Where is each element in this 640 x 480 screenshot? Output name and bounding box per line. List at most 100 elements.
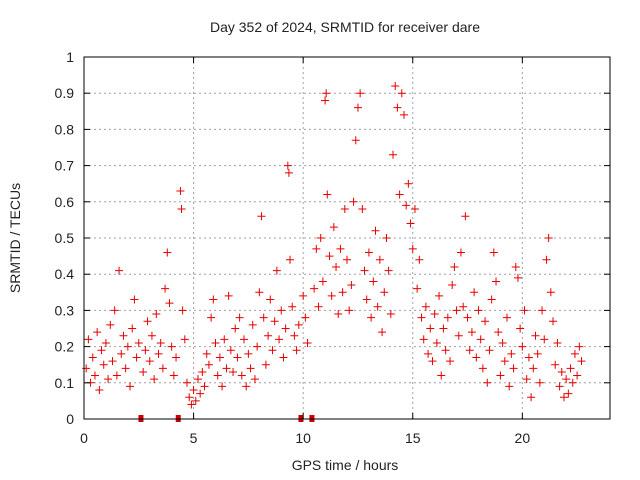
data-point	[178, 306, 187, 315]
data-point	[443, 313, 452, 322]
data-point	[130, 295, 139, 304]
grid	[84, 57, 610, 419]
data-point	[340, 205, 349, 214]
y-tick-label: 0.9	[55, 85, 75, 101]
data-point	[459, 302, 468, 311]
data-point	[104, 375, 113, 384]
data-point	[481, 317, 490, 326]
data-point	[397, 89, 406, 98]
data-point	[156, 338, 165, 347]
data-point	[520, 306, 529, 315]
data-point	[279, 353, 288, 362]
data-point	[524, 353, 533, 362]
data-point	[551, 360, 560, 369]
data-point	[134, 338, 143, 347]
data-point	[117, 349, 126, 358]
data-point	[213, 371, 222, 380]
data-point	[349, 197, 358, 206]
data-point	[564, 389, 573, 398]
data-point	[169, 371, 178, 380]
data-point	[268, 346, 277, 355]
data-point	[255, 288, 264, 297]
data-point	[435, 291, 444, 300]
data-point	[226, 346, 235, 355]
data-point	[544, 234, 553, 242]
data-point	[235, 313, 244, 322]
x-tick-label: 15	[405, 430, 421, 446]
data-point	[139, 367, 148, 376]
data-point	[500, 357, 509, 366]
y-tick-label: 0	[66, 411, 74, 427]
data-point	[494, 328, 503, 337]
data-point	[246, 364, 255, 373]
data-point	[356, 89, 365, 98]
data-point	[505, 382, 514, 391]
data-point	[97, 346, 106, 355]
data-point	[161, 284, 170, 293]
data-point	[292, 346, 301, 355]
data-point	[437, 371, 446, 380]
data-point	[248, 320, 257, 329]
data-point	[165, 299, 174, 308]
data-point	[220, 335, 229, 344]
data-point	[283, 161, 292, 170]
y-tick-label: 1	[66, 49, 74, 65]
data-point	[371, 226, 380, 235]
x-tick-label: 5	[190, 430, 198, 446]
y-tick-label: 0.3	[55, 302, 75, 318]
data-point	[533, 349, 542, 358]
y-tick-label: 0.6	[55, 194, 75, 210]
data-point	[281, 324, 290, 333]
data-point	[191, 396, 200, 405]
data-point	[441, 346, 450, 355]
data-point	[389, 150, 398, 159]
data-point	[476, 335, 485, 344]
data-point	[502, 313, 511, 322]
data-point	[343, 255, 351, 264]
y-axis-label: SRMTID / TECUs	[7, 183, 23, 293]
data-point	[454, 331, 463, 340]
data-point	[334, 310, 343, 319]
data-point	[362, 295, 371, 304]
data-point	[237, 371, 246, 380]
data-point	[121, 364, 130, 373]
data-point	[128, 324, 137, 333]
data-point	[110, 306, 119, 315]
data-point	[487, 295, 496, 304]
data-point	[231, 324, 240, 333]
data-point	[538, 306, 547, 315]
data-point	[183, 378, 192, 387]
data-point	[286, 255, 295, 264]
data-point	[338, 288, 347, 297]
data-points	[82, 81, 586, 409]
data-point	[463, 313, 472, 322]
data-point	[88, 353, 97, 362]
data-point	[485, 346, 494, 355]
data-point	[489, 248, 498, 257]
data-point	[99, 360, 108, 369]
data-point	[402, 201, 411, 210]
data-point	[211, 338, 220, 347]
data-point	[511, 262, 520, 271]
data-point	[336, 244, 345, 253]
data-point	[546, 288, 555, 297]
data-point	[492, 277, 501, 286]
data-point	[557, 367, 566, 376]
data-point	[378, 328, 387, 337]
y-tick-label: 0.1	[55, 375, 75, 391]
data-point	[386, 310, 395, 319]
data-point	[204, 360, 213, 369]
data-point	[321, 96, 330, 105]
data-point	[478, 364, 487, 373]
data-point	[250, 375, 259, 384]
data-point	[229, 367, 238, 376]
data-point	[540, 335, 549, 344]
data-point	[143, 317, 152, 326]
data-point	[367, 313, 376, 322]
data-point	[428, 357, 437, 366]
data-point	[264, 331, 273, 340]
data-point	[185, 393, 194, 402]
data-point	[467, 328, 476, 337]
